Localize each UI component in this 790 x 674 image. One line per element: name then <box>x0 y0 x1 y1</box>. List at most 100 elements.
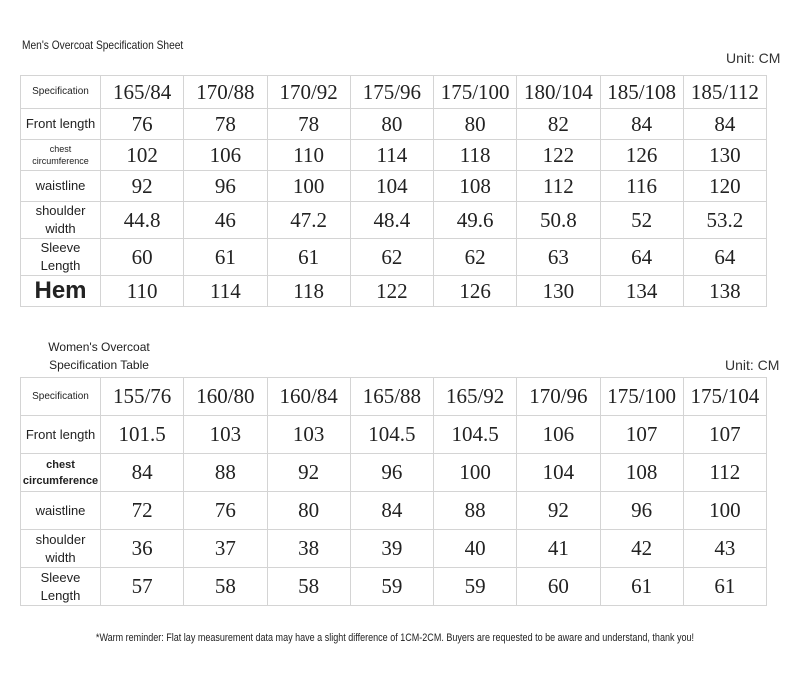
measurement: 61 <box>599 567 684 606</box>
measurement: 101.5 <box>99 415 185 454</box>
measurement: 116 <box>599 170 684 202</box>
footer: *Warm reminder: Flat lay measurement dat… <box>95 632 695 644</box>
measurement: 100 <box>266 170 351 202</box>
measurement: 80 <box>432 108 518 140</box>
measurement: 134 <box>599 275 684 307</box>
measurement: 96 <box>349 453 435 492</box>
size-header: 170/88 <box>183 75 268 109</box>
measurement: 78 <box>266 108 351 140</box>
women-title: Women's Overcoat Specification Table <box>48 340 150 372</box>
size-header: 170/96 <box>516 377 601 416</box>
row-label: Sleeve Length <box>20 238 101 276</box>
measurement: 110 <box>266 139 351 171</box>
measurement: 64 <box>682 238 768 276</box>
measurement: 61 <box>266 238 351 276</box>
measurement: 82 <box>516 108 601 140</box>
measurement: 76 <box>99 108 185 140</box>
size-header: 180/104 <box>516 75 601 109</box>
men-table: Specification 165/84 170/88 170/92 175/96 175… <box>20 75 768 307</box>
measurement: 112 <box>682 453 768 492</box>
row-label: chest circumference <box>20 139 101 171</box>
measurement: 63 <box>516 238 601 276</box>
measurement: 41 <box>516 529 601 568</box>
size-header: 155/76 <box>99 377 185 416</box>
size-header: 185/112 <box>682 75 768 109</box>
size-header: 175/96 <box>349 75 435 109</box>
measurement: 112 <box>516 170 601 202</box>
row-label: Front length <box>20 108 101 140</box>
measurement: 103 <box>266 415 351 454</box>
measurement: 118 <box>266 275 351 307</box>
table-row: chest circumference 84 88 92 96 100 104 108 112 <box>20 453 768 492</box>
size-header: 170/92 <box>266 75 351 109</box>
measurement: 76 <box>183 491 268 530</box>
table-row: Sleeve Length 57 58 58 59 59 60 61 61 <box>20 567 768 606</box>
row-label: waistline <box>20 491 101 530</box>
measurement: 108 <box>599 453 684 492</box>
row-label: Hem <box>20 275 101 307</box>
table-row: waistline 92 96 100 104 108 112 116 120 <box>20 170 768 202</box>
measurement: 84 <box>349 491 435 530</box>
table-row: Hem 110 114 118 122 126 130 134 138 <box>20 275 768 307</box>
size-header: 165/92 <box>432 377 518 416</box>
measurement: 44.8 <box>99 201 185 239</box>
measurement: 61 <box>183 238 268 276</box>
size-header: 165/88 <box>349 377 435 416</box>
measurement: 104.5 <box>432 415 518 454</box>
measurement: 37 <box>183 529 268 568</box>
measurement: 88 <box>432 491 518 530</box>
row-label: Front length <box>20 415 101 454</box>
measurement: 40 <box>432 529 518 568</box>
measurement: 130 <box>682 139 768 171</box>
size-header: 160/84 <box>266 377 351 416</box>
women-unit: Unit: CM <box>725 357 780 373</box>
measurement: 50.8 <box>516 201 601 239</box>
measurement: 80 <box>349 108 435 140</box>
size-header: 175/104 <box>682 377 768 416</box>
measurement: 58 <box>183 567 268 606</box>
measurement: 43 <box>682 529 768 568</box>
measurement: 38 <box>266 529 351 568</box>
measurement: 102 <box>99 139 185 171</box>
row-label: Specification <box>20 377 101 416</box>
measurement: 107 <box>599 415 684 454</box>
measurement: 53.2 <box>682 201 768 239</box>
measurement: 92 <box>516 491 601 530</box>
measurement: 110 <box>99 275 185 307</box>
measurement: 80 <box>266 491 351 530</box>
measurement: 62 <box>432 238 518 276</box>
table-row: Front length 76 78 78 80 80 82 84 84 <box>20 108 768 140</box>
measurement: 78 <box>183 108 268 140</box>
measurement: 62 <box>349 238 435 276</box>
measurement: 118 <box>432 139 518 171</box>
table-row: Sleeve Length 60 61 61 62 62 63 64 64 <box>20 238 768 276</box>
measurement: 106 <box>183 139 268 171</box>
table-row: Specification 155/76 160/80 160/84 165/88 165… <box>20 377 768 416</box>
measurement: 100 <box>432 453 518 492</box>
women-table: Specification 155/76 160/80 160/84 165/88 165… <box>20 377 768 606</box>
row-label: Sleeve Length <box>20 567 101 606</box>
measurement: 49.6 <box>432 201 518 239</box>
measurement: 122 <box>349 275 435 307</box>
measurement: 104 <box>516 453 601 492</box>
measurement: 64 <box>599 238 684 276</box>
size-header: 175/100 <box>432 75 518 109</box>
measurement: 47.2 <box>266 201 351 239</box>
measurement: 120 <box>682 170 768 202</box>
measurement: 61 <box>682 567 768 606</box>
measurement: 48.4 <box>349 201 435 239</box>
table-row: shoulder width 36 37 38 39 40 41 42 43 <box>20 529 768 568</box>
size-header: 175/100 <box>599 377 684 416</box>
measurement: 92 <box>266 453 351 492</box>
table-row: chest circumference 102 106 110 114 118 122 126… <box>20 139 768 171</box>
measurement: 106 <box>516 415 601 454</box>
measurement: 84 <box>599 108 684 140</box>
measurement: 103 <box>183 415 268 454</box>
measurement: 42 <box>599 529 684 568</box>
measurement: 100 <box>682 491 768 530</box>
measurement: 88 <box>183 453 268 492</box>
measurement: 96 <box>183 170 268 202</box>
measurement: 92 <box>99 170 185 202</box>
measurement: 52 <box>599 201 684 239</box>
